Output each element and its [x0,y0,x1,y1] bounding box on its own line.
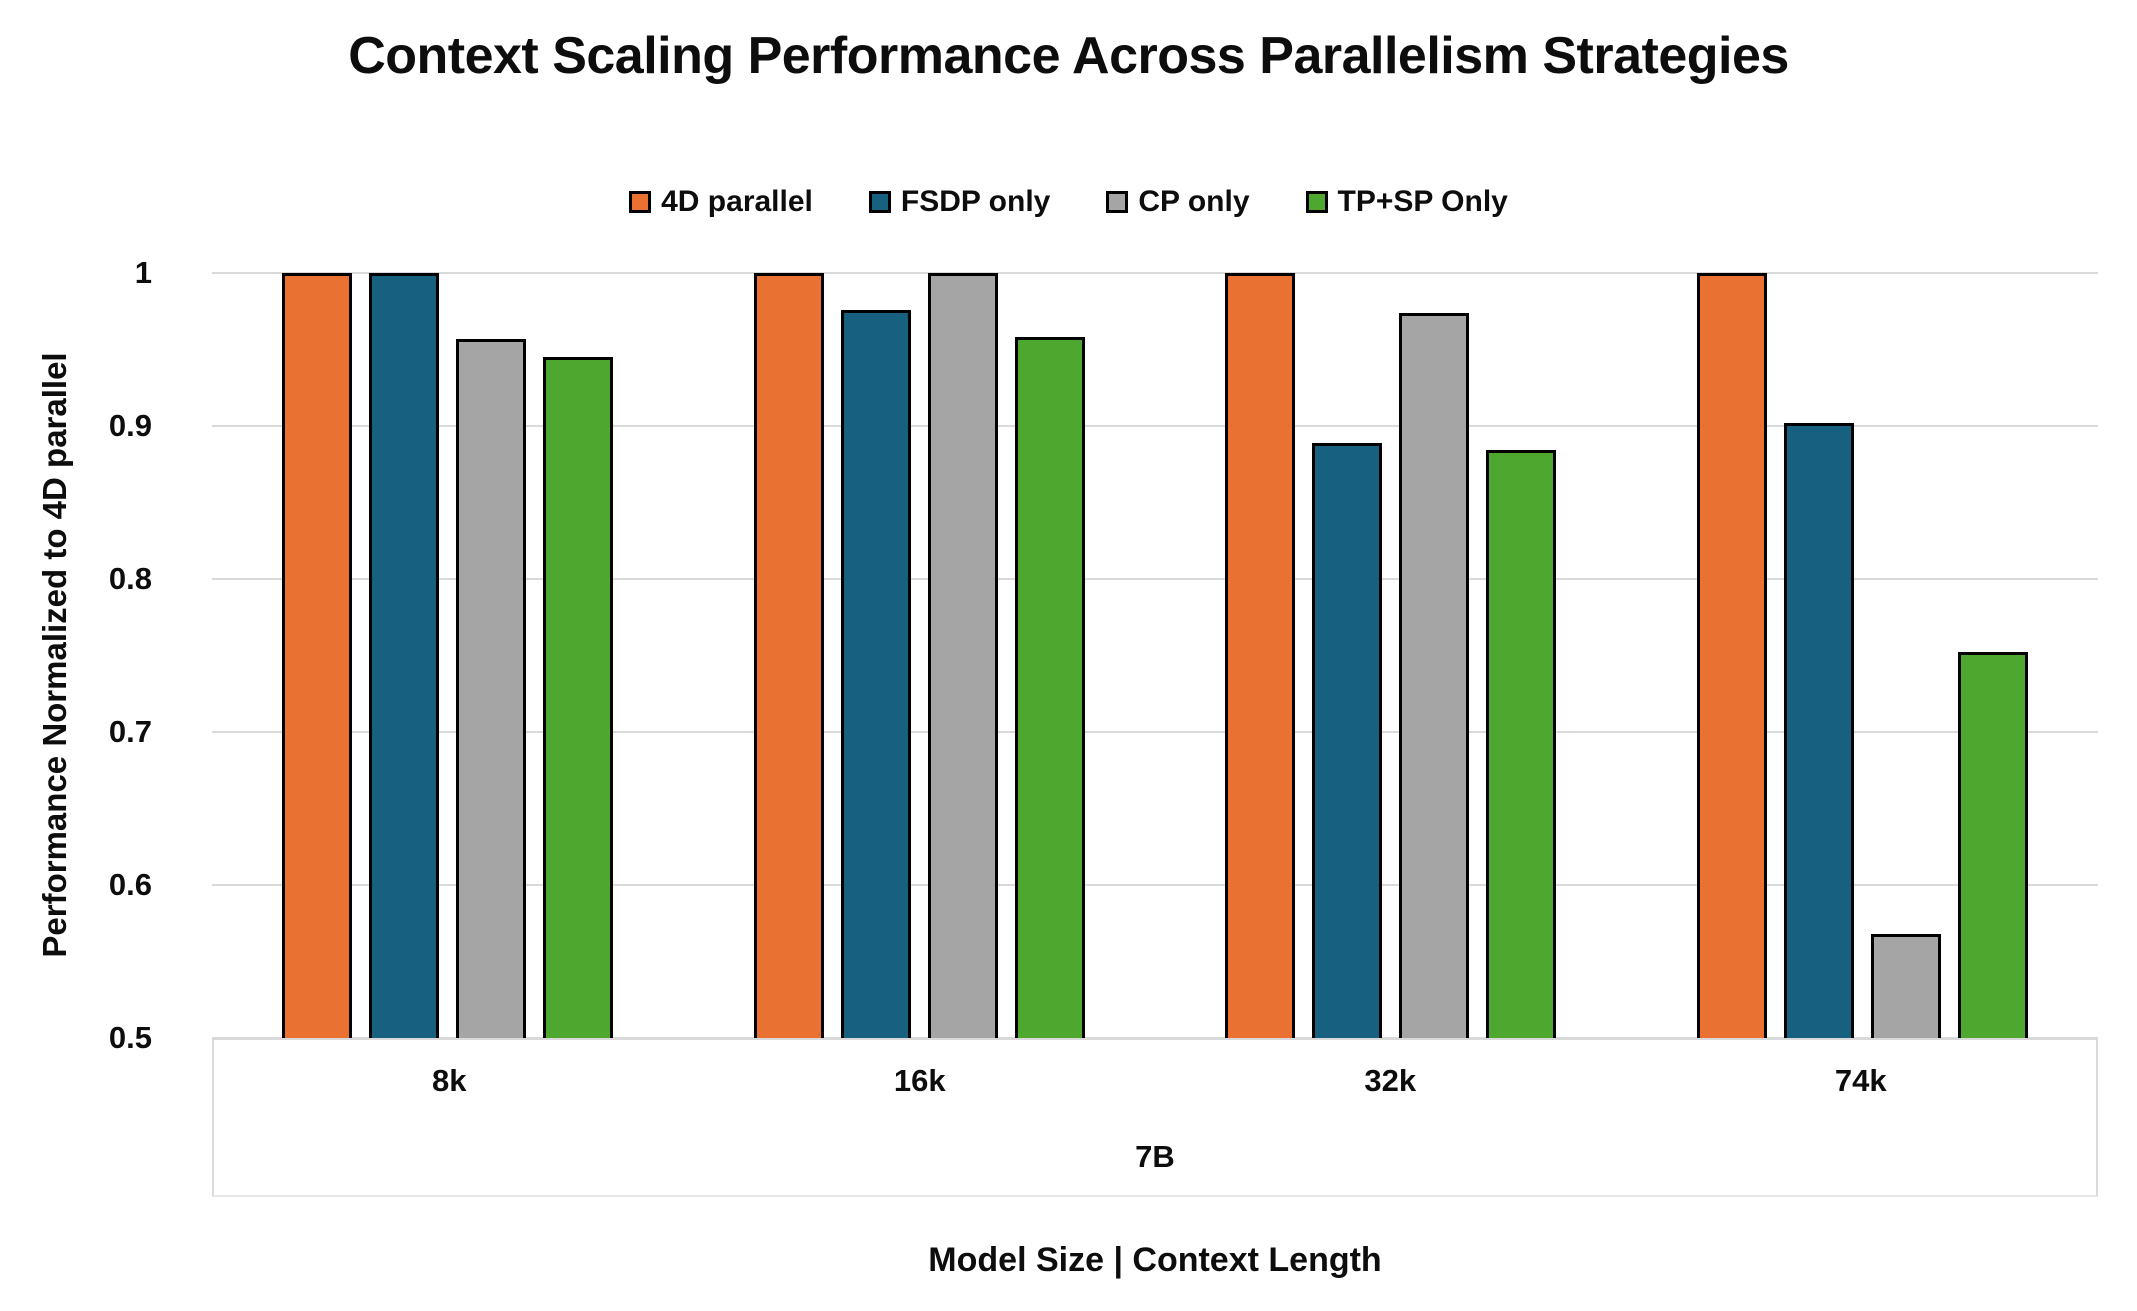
legend-label: 4D parallel [661,185,813,218]
y-tick-label: 0.8 [108,561,152,596]
legend-item-tp-sp-only: TP+SP Only [1305,185,1508,219]
bar-fsdp-only-16k [840,309,911,1038]
bar-fsdp-only-32k [1312,442,1383,1038]
y-axis-tick-labels: 1 0.9 0.8 0.7 0.6 0.5 [0,255,152,1055]
bar-cp-only-74k [1870,933,1941,1038]
bar-cp-only-8k [456,338,527,1038]
group-label: 7B [1135,1139,1175,1174]
legend-swatch-tp-sp-only [1305,191,1328,213]
category-label-16k: 16k [893,1063,946,1098]
group-label-row: 7B [214,1122,2096,1192]
gridline [212,578,2098,580]
chart-title: Context Scaling Performance Across Paral… [348,27,1789,85]
bar-group-74k [1627,273,2099,1038]
category-labels-row: 8k 16k 32k 74k [214,1040,2096,1122]
bar-fsdp-only-8k [369,273,440,1038]
bar-4d-parallel-74k [1696,273,1767,1038]
legend-swatch-fsdp-only [868,191,891,213]
category-axis-box: 8k 16k 32k 74k 7B [212,1038,2098,1197]
bar-4d-parallel-8k [282,273,353,1038]
bar-groups [212,273,2098,1038]
bar-fsdp-only-74k [1783,422,1854,1038]
y-tick-label: 0.5 [108,1020,152,1055]
category-label-8k: 8k [432,1063,467,1098]
bar-group-16k [684,273,1156,1038]
plot-area [212,272,2098,1039]
bar-tp-sp-only-16k [1014,337,1085,1038]
gridline [212,884,2098,886]
bar-tp-sp-only-74k [1957,652,2028,1038]
legend: 4D parallel FSDP only CP only TP+SP Only [0,180,2137,224]
legend-label: TP+SP Only [1337,185,1508,218]
bar-cp-only-32k [1399,312,1470,1038]
gridline [212,1037,2098,1039]
legend-item-4d-parallel: 4D parallel [629,185,813,219]
legend-swatch-cp-only [1106,191,1129,213]
x-axis-title: Model Size | Context Length [928,1240,1382,1279]
legend-label: CP only [1138,185,1250,218]
gridline [212,731,2098,733]
y-tick-label: 0.6 [108,867,152,902]
bar-4d-parallel-16k [753,273,824,1038]
bar-group-8k [212,273,684,1038]
y-tick-label: 0.7 [108,714,152,749]
category-label-32k: 32k [1364,1063,1417,1098]
legend-item-fsdp-only: FSDP only [868,185,1051,219]
y-tick-label: 1 [134,255,152,290]
bar-4d-parallel-32k [1225,273,1296,1038]
bar-tp-sp-only-32k [1486,450,1557,1038]
bar-group-32k [1155,273,1627,1038]
bar-tp-sp-only-8k [543,357,614,1038]
y-tick-label: 0.9 [108,408,152,443]
gridline [212,425,2098,427]
gridline [212,272,2098,274]
legend-label: FSDP only [900,185,1051,218]
legend-item-cp-only: CP only [1106,185,1250,219]
category-label-74k: 74k [1834,1063,1887,1098]
bar-cp-only-16k [927,273,998,1038]
legend-swatch-4d-parallel [629,191,652,213]
